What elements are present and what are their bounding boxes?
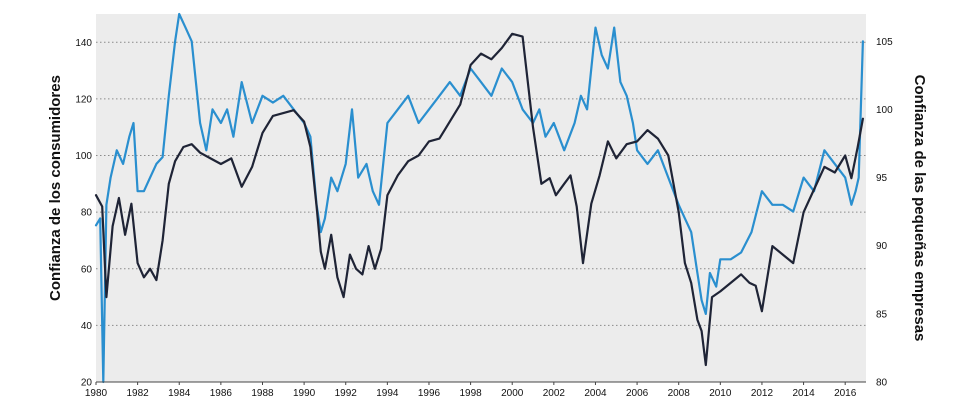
y-tick-label: 20 [81, 378, 93, 389]
series-line-small-business [94, 12, 865, 384]
series-line-consumer [94, 32, 865, 367]
x-tick-label: 2010 [709, 388, 732, 399]
y2-tick-label: 85 [876, 309, 888, 320]
x-tick-label: 1994 [376, 388, 399, 399]
x-tick-label: 1980 [85, 388, 108, 399]
x-tick-label: 1988 [251, 388, 274, 399]
axes: 20 40 60 80 100 120 140 80 85 90 95 100 105 1980 1982 1… [75, 37, 893, 399]
y-tick-label: 40 [81, 321, 93, 332]
x-tick-label: 2012 [751, 388, 774, 399]
x-tick-label: 1986 [210, 388, 233, 399]
y-axis-title-left: Confianza de los consumidores [47, 75, 64, 301]
y2-tick-label: 105 [876, 37, 893, 48]
x-tick-label: 2004 [584, 388, 607, 399]
x-tick-label: 1990 [293, 388, 316, 399]
y-axis-title-right: Confianza de las pequeñas empresas [911, 75, 928, 342]
y-tick-label: 140 [75, 38, 92, 49]
y-tick-label: 80 [81, 208, 93, 219]
x-tick-label: 2008 [668, 388, 691, 399]
y2-tick-label: 100 [876, 105, 893, 116]
x-tick-label: 2016 [834, 388, 857, 399]
series-group [94, 12, 865, 384]
y2-tick-label: 90 [876, 241, 888, 252]
x-tick-label: 2002 [543, 388, 566, 399]
x-tick-label: 2000 [501, 388, 524, 399]
x-tick-label: 2006 [626, 388, 649, 399]
y-tick-label: 60 [81, 264, 93, 275]
x-tick-label: 1992 [335, 388, 358, 399]
y-tick-label: 120 [75, 94, 92, 105]
y-tick-label: 100 [75, 151, 92, 162]
plot-area [96, 14, 866, 382]
gridlines [96, 41, 866, 326]
x-tick-label: 2014 [792, 388, 815, 399]
y2-tick-label: 95 [876, 173, 888, 184]
x-tick-label: 1982 [126, 388, 149, 399]
x-tick-label: 1984 [168, 388, 191, 399]
y2-tick-label: 80 [876, 378, 888, 389]
x-tick-label: 1996 [418, 388, 441, 399]
x-tick-label: 1998 [459, 388, 482, 399]
